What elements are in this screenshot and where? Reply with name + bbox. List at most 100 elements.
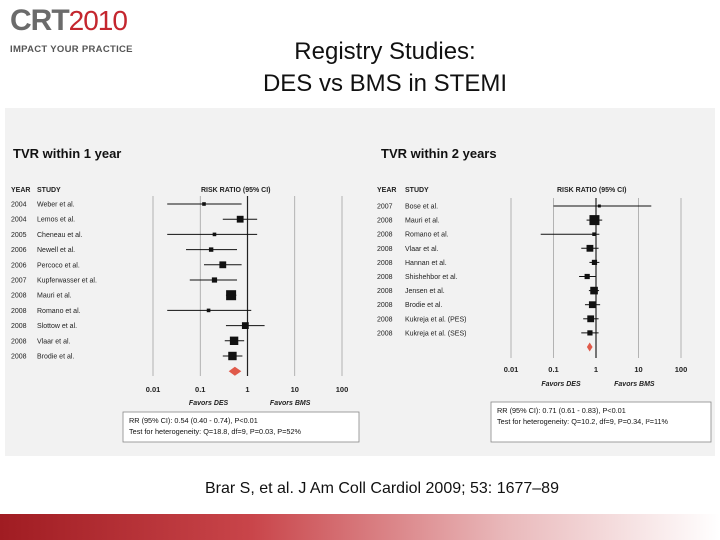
panel1-row-year: 2006: [11, 247, 27, 254]
panel2-row-study: Bose et al.: [405, 204, 438, 211]
panel1-year-header: YEAR: [11, 187, 30, 194]
panel2-row-study: Brodie et al.: [405, 302, 442, 309]
panel2-tick-label: 0.1: [548, 365, 558, 374]
panel1-point-estimate: [226, 290, 237, 301]
panel1-point-estimate: [228, 351, 237, 361]
panel1-point-estimate: [202, 202, 206, 206]
panel1-pooled-diamond: [228, 366, 242, 376]
panel1-row-year: 2008: [11, 293, 27, 300]
panel1-tick-label: 100: [336, 385, 349, 394]
footer-bar: [0, 514, 720, 540]
panel1-row-year: 2005: [11, 232, 27, 239]
panel2-summary-rr: RR (95% CI): 0.71 (0.61 - 0.83), P<0.01: [497, 406, 626, 415]
panel1-study-header: STUDY: [37, 187, 61, 194]
panel2-row-year: 2007: [377, 204, 393, 211]
panel2-rr-header: RISK RATIO (95% CI): [557, 187, 627, 194]
panel2-row-year: 2008: [377, 302, 393, 309]
panel2-row-study: Hannan et al.: [405, 260, 447, 267]
panel2-pooled-diamond: [586, 342, 593, 352]
panel2-point-estimate: [584, 273, 590, 280]
title-line-1: Registry Studies:: [294, 38, 476, 65]
panel2-point-estimate: [587, 330, 593, 336]
panel2-title: TVR within 2 years: [381, 146, 497, 161]
panel1-summary-box: [122, 411, 360, 443]
logo-wordmark: CRT2010: [10, 4, 128, 38]
panel2-row-study: Kukreja et al. (PES): [405, 316, 466, 323]
panel2-tick-label: 100: [675, 365, 688, 374]
panel2-point-estimate: [589, 215, 600, 226]
panel2-row-study: Vlaar et al.: [405, 246, 439, 253]
panel2-row-year: 2008: [377, 316, 393, 323]
panel1-tick-label: 0.1: [195, 385, 205, 394]
panel2-tick-label: 1: [594, 365, 598, 374]
citation: Brar S, et al. J Am Coll Cardiol 2009; 5…: [205, 480, 559, 497]
panel1-favors-des: Favors DES: [189, 400, 229, 407]
panel1-row-study: Newell et al.: [37, 247, 75, 254]
panel1-point-estimate: [212, 232, 217, 237]
panel1-tick-label: 0.01: [146, 385, 161, 394]
panel2-row-study: Kukreja et al. (SES): [405, 330, 466, 337]
panel1-tick-label: 1: [245, 385, 249, 394]
panel1-row-study: Brodie et al.: [37, 354, 74, 361]
panel2-row-year: 2008: [377, 218, 393, 225]
panel2-point-estimate: [597, 204, 601, 208]
panel1-row-year: 2008: [11, 338, 27, 345]
panel1-summary-heterogeneity: Test for heterogeneity: Q=18.8, df=9, P=…: [129, 427, 302, 436]
panel1-row-year: 2008: [11, 323, 27, 330]
panel2-tick-label: 10: [634, 365, 642, 374]
panel2-point-estimate: [590, 286, 598, 295]
panel1-row-year: 2004: [11, 202, 27, 209]
panel2-point-estimate: [586, 244, 594, 252]
panel1-row-study: Percoco et al.: [37, 262, 80, 269]
logo-brand: CRT: [10, 4, 70, 37]
panel1-point-estimate: [219, 261, 227, 269]
panel1-row-study: Romano et al.: [37, 308, 81, 315]
panel1-point-estimate: [206, 308, 211, 313]
panel1-point-estimate: [229, 336, 239, 345]
panel2-row-study: Romano et al.: [405, 232, 449, 239]
panel1-tick-label: 10: [291, 385, 299, 394]
panel1-row-year: 2008: [11, 354, 27, 361]
panel1-row-study: Cheneau et al.: [37, 232, 83, 239]
panel2-row-year: 2008: [377, 246, 393, 253]
panel1-row-study: Mauri et al.: [37, 293, 72, 300]
panel2-row-study: Mauri et al.: [405, 218, 440, 225]
panel2-row-study: Jensen et al.: [405, 288, 445, 295]
forest-plot-figure: TVR within 1 year YEAR STUDY RISK RATIO (95…: [5, 108, 715, 456]
panel2-favors-des: Favors DES: [541, 381, 581, 388]
panel2-study-header: STUDY: [405, 187, 429, 194]
crt-logo: CRT2010 IMPACT YOUR PRACTICE: [6, 4, 156, 56]
panel2-summary-heterogeneity: Test for heterogeneity: Q=10.2, df=9, P=…: [497, 417, 669, 426]
panel2-row-year: 2008: [377, 232, 393, 239]
panel1-row-study: Vlaar et al.: [37, 338, 71, 345]
panel2-point-estimate: [587, 315, 595, 323]
panel1-row-study: Weber et al.: [37, 202, 75, 209]
panel1-point-estimate: [236, 215, 244, 223]
panel1-summary-rr: RR (95% CI): 0.54 (0.40 - 0.74), P<0.01: [129, 416, 258, 425]
panel1-favors-bms: Favors BMS: [270, 400, 311, 407]
panel1-row-study: Kupferwasser et al.: [37, 278, 97, 285]
panel2-row-year: 2008: [377, 288, 393, 295]
panel1-point-estimate: [208, 247, 214, 252]
panel1-point-estimate: [241, 322, 249, 329]
panel2-point-estimate: [588, 301, 596, 309]
panel1-row-study: Slottow et al.: [37, 323, 77, 330]
panel2-favors-bms: Favors BMS: [614, 381, 655, 388]
title-line-2: DES vs BMS in STEMI: [262, 70, 508, 97]
panel1-row-year: 2007: [11, 278, 27, 285]
logo-tagline: IMPACT YOUR PRACTICE: [10, 44, 133, 55]
panel1-row-year: 2004: [11, 217, 27, 224]
panel1-row-year: 2008: [11, 308, 27, 315]
panel2-tick-label: 0.01: [504, 365, 519, 374]
panel2-summary-box: [490, 401, 712, 443]
panel2-row-study: Shishehbor et al.: [405, 274, 458, 281]
panel2-year-header: YEAR: [377, 187, 396, 194]
panel2-row-year: 2008: [377, 260, 393, 267]
forest-plot-svg: TVR within 1 year YEAR STUDY RISK RATIO (95…: [11, 146, 712, 443]
panel2-point-estimate: [592, 232, 596, 236]
panel1-rr-header: RISK RATIO (95% CI): [201, 187, 271, 194]
panel2-point-estimate: [591, 259, 598, 265]
panel2-row-year: 2008: [377, 274, 393, 281]
panel1-row-year: 2006: [11, 262, 27, 269]
panel1-title: TVR within 1 year: [13, 146, 121, 161]
